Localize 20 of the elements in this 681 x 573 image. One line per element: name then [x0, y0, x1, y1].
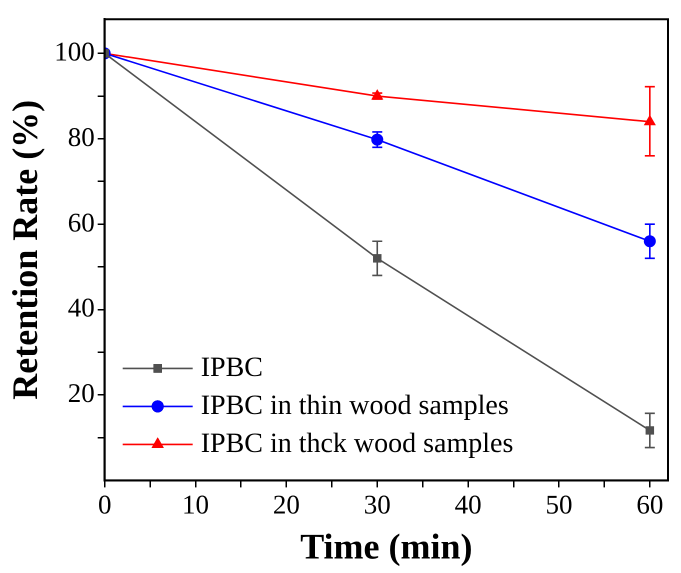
- x-tick-label: 30: [364, 490, 391, 520]
- point: [646, 426, 654, 435]
- x-tick-label: 40: [454, 490, 482, 520]
- y-tick-label: 40: [68, 292, 95, 323]
- y-tick-label: 100: [54, 36, 95, 66]
- legend-label: IPBC in thck wood samples: [200, 428, 514, 459]
- x-tick-label: 50: [545, 490, 572, 520]
- point: [644, 235, 656, 248]
- x-tick-label: 0: [98, 490, 112, 520]
- y-axis-title: Retention Rate (%): [4, 100, 45, 400]
- point: [373, 254, 382, 263]
- x-tick-label: 10: [182, 490, 210, 520]
- legend-label: IPBC in thin wood samples: [200, 390, 509, 421]
- y-tick-label: 60: [68, 207, 95, 238]
- x-axis-title: Time (min): [300, 526, 473, 567]
- x-tick-label: 60: [636, 490, 664, 520]
- x-tick-label: 20: [272, 490, 300, 520]
- y-tick-label: 20: [68, 378, 95, 408]
- y-tick-label: 80: [68, 122, 95, 152]
- legend-label: IPBC: [200, 352, 263, 383]
